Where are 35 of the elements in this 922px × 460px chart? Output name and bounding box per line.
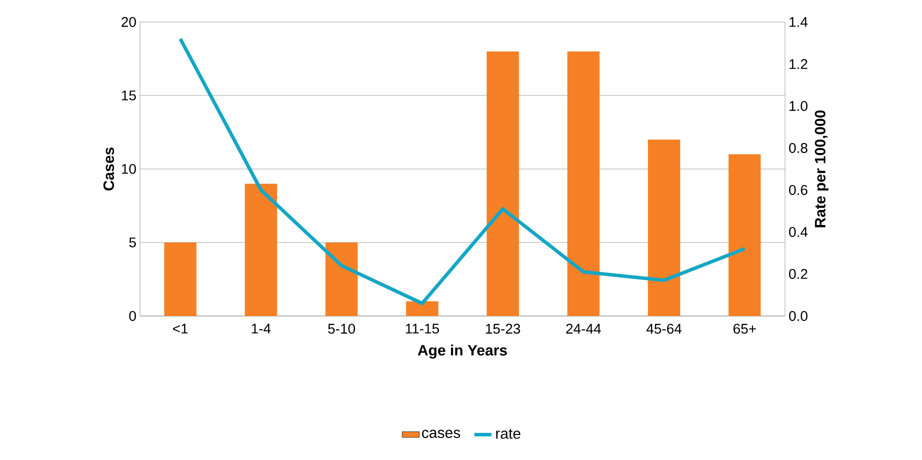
- bar: [648, 140, 680, 316]
- bar: [406, 301, 438, 316]
- x-tick-label: 24-44: [566, 324, 601, 334]
- x-tick-label: <1: [173, 324, 188, 334]
- y2-axis-title: Rate per 100,000: [814, 110, 828, 228]
- y2-tick-label: 1.0: [790, 101, 808, 111]
- x-tick-label: 65+: [734, 324, 756, 334]
- bar: [244, 184, 278, 316]
- legend-label: cases: [422, 430, 460, 438]
- y2-tick-label: 1.4: [790, 17, 808, 27]
- x-tick-label: 15-23: [486, 324, 520, 334]
- y-tick-label: 15: [122, 90, 136, 100]
- y2-tick-label: 0.2: [789, 269, 808, 279]
- bar: [486, 51, 519, 316]
- y-tick-label: 20: [122, 17, 136, 27]
- bar: [567, 51, 600, 316]
- x-tick-label: 45-64: [646, 324, 682, 334]
- x-tick-label: 1-4: [252, 324, 271, 334]
- y-tick-label: 10: [122, 164, 136, 174]
- y2-tick-label: 1.2: [790, 59, 808, 69]
- y2-tick-label: 0.0: [789, 311, 808, 321]
- y-axis-title: Cases: [103, 148, 114, 190]
- legend-label: rate: [496, 428, 520, 439]
- y-tick-label: 5: [129, 238, 136, 248]
- x-axis-title: Age in Years: [418, 344, 507, 359]
- bar: [325, 242, 358, 316]
- bar: [164, 242, 196, 316]
- line-series: [178, 37, 746, 306]
- y2-tick-label: 0.4: [789, 227, 808, 237]
- y2-tick-label: 0.8: [789, 143, 808, 153]
- x-tick-label: 5-10: [328, 324, 356, 334]
- y2-tick-label: 0.6: [789, 185, 808, 195]
- x-tick-label: 11-15: [406, 324, 439, 334]
- bar: [728, 154, 761, 316]
- y-tick-label: 0: [129, 311, 136, 321]
